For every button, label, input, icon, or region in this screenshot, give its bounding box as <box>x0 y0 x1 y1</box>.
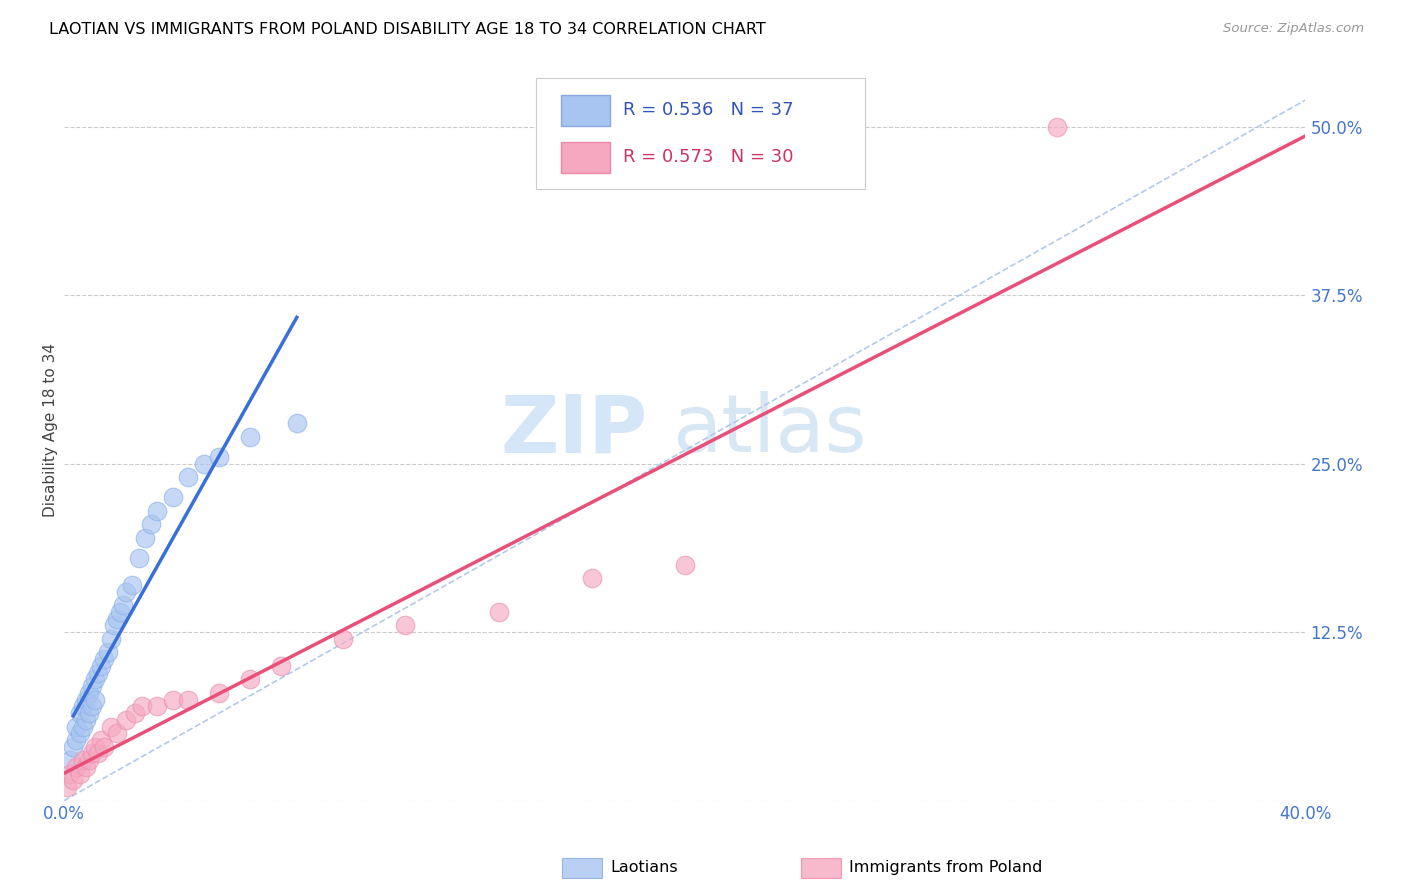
Point <box>90 659 112 673</box>
Point <box>105 612 128 626</box>
FancyBboxPatch shape <box>801 858 841 878</box>
Point <box>59 753 82 767</box>
Point <box>239 673 262 687</box>
Point <box>84 739 107 754</box>
Point <box>115 713 138 727</box>
Point <box>128 551 150 566</box>
Point <box>105 726 128 740</box>
Point <box>80 679 103 693</box>
Point <box>239 430 262 444</box>
Point <box>87 665 110 680</box>
Point <box>77 753 100 767</box>
Text: Source: ZipAtlas.com: Source: ZipAtlas.com <box>1223 22 1364 36</box>
FancyBboxPatch shape <box>562 858 602 878</box>
Point <box>80 747 103 761</box>
Text: LAOTIAN VS IMMIGRANTS FROM POLAND DISABILITY AGE 18 TO 34 CORRELATION CHART: LAOTIAN VS IMMIGRANTS FROM POLAND DISABI… <box>49 22 766 37</box>
Point <box>134 531 156 545</box>
Point <box>69 766 91 780</box>
Point <box>75 760 97 774</box>
Point <box>193 457 215 471</box>
Point <box>488 605 510 619</box>
Point <box>131 699 153 714</box>
Point <box>100 719 122 733</box>
Text: R = 0.573   N = 30: R = 0.573 N = 30 <box>623 148 793 166</box>
Point <box>72 699 94 714</box>
Point <box>394 618 416 632</box>
Point <box>270 659 292 673</box>
Point <box>177 470 200 484</box>
Point <box>121 578 143 592</box>
Y-axis label: Disability Age 18 to 34: Disability Age 18 to 34 <box>44 343 59 517</box>
Point <box>146 504 169 518</box>
Point <box>285 417 308 431</box>
FancyBboxPatch shape <box>561 95 610 127</box>
Point <box>65 760 87 774</box>
Point <box>77 706 100 720</box>
Point <box>1046 120 1069 134</box>
Point <box>93 652 115 666</box>
Point <box>96 645 118 659</box>
Point <box>124 706 146 720</box>
FancyBboxPatch shape <box>536 78 865 189</box>
Point <box>162 692 184 706</box>
Text: R = 0.536   N = 37: R = 0.536 N = 37 <box>623 101 793 119</box>
Point <box>65 719 87 733</box>
Point <box>103 618 125 632</box>
Point <box>56 780 79 794</box>
Text: atlas: atlas <box>672 391 866 469</box>
Point <box>208 450 231 464</box>
Text: Laotians: Laotians <box>610 860 678 874</box>
Point <box>72 753 94 767</box>
Point <box>93 739 115 754</box>
Point <box>69 726 91 740</box>
FancyBboxPatch shape <box>561 142 610 173</box>
Point <box>84 692 107 706</box>
Point <box>139 517 162 532</box>
Point <box>162 491 184 505</box>
Point <box>332 632 354 646</box>
Point <box>84 673 107 687</box>
Point <box>100 632 122 646</box>
Point <box>59 766 82 780</box>
Point <box>115 584 138 599</box>
Point <box>75 713 97 727</box>
Point <box>673 558 696 572</box>
Point <box>146 699 169 714</box>
Point <box>72 719 94 733</box>
Text: Immigrants from Poland: Immigrants from Poland <box>849 860 1043 874</box>
Point <box>77 686 100 700</box>
Point <box>90 733 112 747</box>
Point <box>581 571 603 585</box>
Point <box>177 692 200 706</box>
Point <box>69 706 91 720</box>
Point <box>208 686 231 700</box>
Point <box>80 699 103 714</box>
Point <box>75 692 97 706</box>
Point <box>111 599 134 613</box>
Text: ZIP: ZIP <box>501 391 648 469</box>
Point <box>62 773 84 788</box>
Point <box>62 739 84 754</box>
Point <box>108 605 131 619</box>
Point <box>65 733 87 747</box>
Point <box>87 747 110 761</box>
